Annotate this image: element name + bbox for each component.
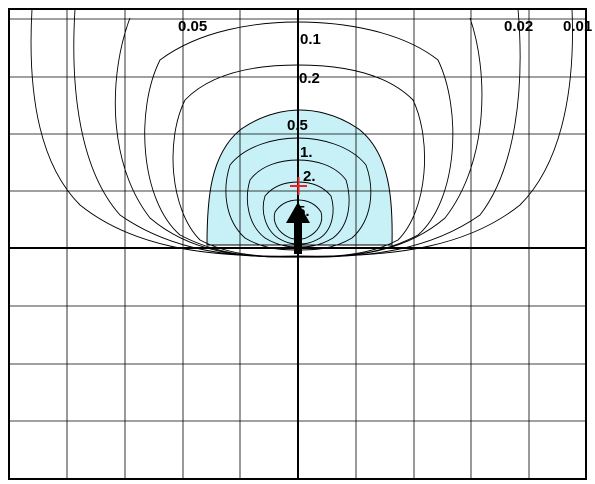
label-1: 1.	[300, 144, 313, 161]
label-0.05: 0.05	[178, 18, 207, 35]
label-0.5: 0.5	[287, 117, 308, 134]
label-0.01: 0.01	[563, 18, 592, 35]
contour-5	[273, 199, 323, 240]
source-cross	[290, 177, 307, 195]
direction-arrow-icon	[286, 202, 310, 254]
contour-0.01	[30, 8, 573, 257]
contour-2	[246, 159, 350, 248]
label-0.1: 0.1	[300, 31, 321, 48]
contour-1	[225, 137, 372, 251]
label-0.02: 0.02	[504, 18, 533, 35]
contour-0.2	[172, 64, 425, 258]
contour-0.1	[144, 21, 454, 258]
label-2: 2.	[303, 168, 316, 185]
highlight-region-0.5	[206, 109, 393, 246]
label-0.2: 0.2	[299, 70, 320, 87]
